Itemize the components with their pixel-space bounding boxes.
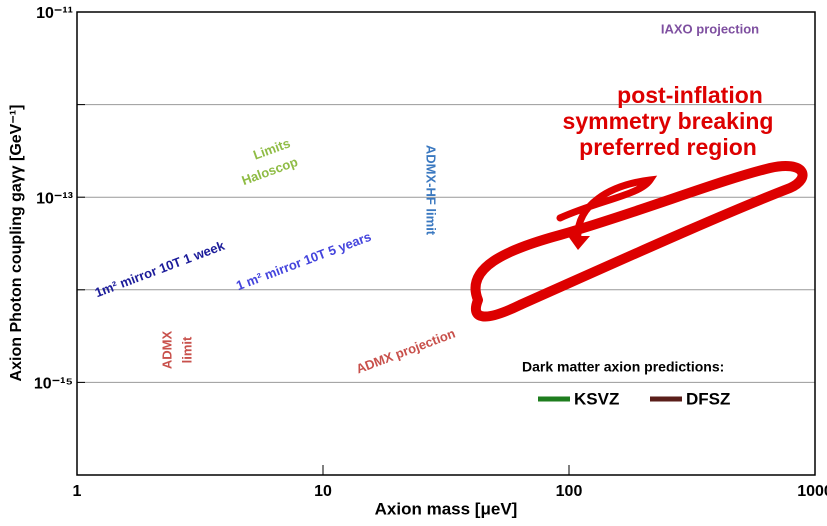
region-curl bbox=[556, 175, 658, 244]
series-label: ADMX projection bbox=[354, 326, 457, 377]
y-tick-label: 10⁻¹³ bbox=[36, 190, 73, 207]
series-label: ADMX-HF limit bbox=[424, 145, 439, 236]
legend: Dark matter axion predictions: KSVZ DFSZ bbox=[522, 359, 730, 409]
region-arrow-head bbox=[568, 236, 590, 250]
preferred-region bbox=[470, 161, 808, 322]
annotation: limit bbox=[179, 336, 194, 363]
legend-label: KSVZ bbox=[574, 389, 619, 408]
series-label: 1m² mirror 10T 1 week bbox=[93, 238, 228, 301]
x-tick-label: 1 bbox=[73, 483, 82, 500]
plot-frame bbox=[76, 11, 816, 476]
region-label: symmetry breaking bbox=[563, 108, 774, 134]
y-axis-title: Axion Photon coupling gaγγ [GeV⁻¹] bbox=[8, 105, 25, 382]
y-tick-label: 10⁻¹⁵ bbox=[34, 376, 73, 393]
series-label: 1 m² mirror 10T 5 years bbox=[234, 229, 373, 293]
x-axis-title: Axion mass [μeV] bbox=[375, 499, 518, 518]
grid: 10⁻¹¹ 10⁻¹³ 10⁻¹⁵ 1 10 100 1000 bbox=[34, 5, 827, 500]
legend-title: Dark matter axion predictions: bbox=[522, 359, 724, 375]
region-label: post-inflation bbox=[617, 82, 763, 108]
x-tick-label: 10 bbox=[314, 483, 332, 500]
annotation: Haloscop bbox=[240, 154, 300, 188]
legend-label: DFSZ bbox=[686, 389, 730, 408]
region-label: preferred region bbox=[579, 134, 757, 160]
x-tick-label: 1000 bbox=[797, 483, 827, 500]
y-tick-label: 10⁻¹¹ bbox=[36, 5, 73, 22]
annotation: ADMX bbox=[159, 331, 174, 370]
series-label: IAXO projection bbox=[661, 21, 759, 36]
x-tick-label: 100 bbox=[556, 483, 583, 500]
